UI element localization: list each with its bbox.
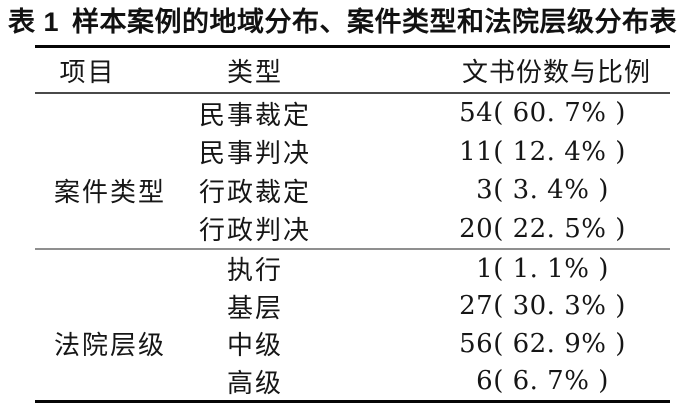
table-row: 执行 1( 1. 1% ) xyxy=(185,250,670,288)
group-case-type: 案件类型 民事裁定 54( 60. 7% ) 民事判决 11( 12. 4% )… xyxy=(35,94,670,250)
distribution-table: 项目 类型 文书份数与比例 案件类型 民事裁定 54( 60. 7% ) 民事判… xyxy=(35,45,670,403)
table-row: 行政判决 20( 22. 5% ) xyxy=(185,210,670,249)
row-value: 27( 30. 3% ) xyxy=(459,291,626,322)
header-count-ratio: 文书份数与比例 xyxy=(461,57,651,88)
table-row: 中级 56( 62. 9% ) xyxy=(185,325,670,363)
row-value: 54( 60. 7% ) xyxy=(459,98,626,129)
table-row: 民事裁定 54( 60. 7% ) xyxy=(185,94,670,133)
row-type: 民事判决 xyxy=(198,139,311,170)
table-row: 民事判决 11( 12. 4% ) xyxy=(185,133,670,172)
table-number: 表 1 xyxy=(8,7,60,37)
row-value: 6( 6. 7% ) xyxy=(476,366,609,397)
row-type: 行政判决 xyxy=(198,216,311,247)
row-value: 56( 62. 9% ) xyxy=(459,328,626,359)
row-value: 11( 12. 4% ) xyxy=(459,136,626,167)
row-type: 执行 xyxy=(226,256,283,287)
group-court-level-rows: 执行 1( 1. 1% ) 基层 27( 30. 3% ) 中级 56( 62.… xyxy=(185,250,670,400)
row-value: 1( 1. 1% ) xyxy=(476,253,609,284)
group-court-level: 法院层级 执行 1( 1. 1% ) 基层 27( 30. 3% ) 中级 56… xyxy=(35,250,670,400)
group-court-level-label: 法院层级 xyxy=(53,330,166,361)
group-case-type-label: 案件类型 xyxy=(53,177,166,208)
row-type: 基层 xyxy=(226,293,283,324)
table-caption: 表 1 样本案例的地域分布、案件类型和法院层级分布表 xyxy=(8,5,677,39)
row-type: 中级 xyxy=(226,331,283,362)
header-type: 类型 xyxy=(226,57,283,88)
table-row: 基层 27( 30. 3% ) xyxy=(185,288,670,326)
table-row: 高级 6( 6. 7% ) xyxy=(185,363,670,401)
table-row: 行政裁定 3( 3. 4% ) xyxy=(185,171,670,210)
row-value: 3( 3. 4% ) xyxy=(476,175,609,206)
row-value: 20( 22. 5% ) xyxy=(459,213,626,244)
table-header-row: 项目 类型 文书份数与比例 xyxy=(35,48,670,94)
row-type: 高级 xyxy=(226,368,283,399)
header-item: 项目 xyxy=(59,57,116,88)
group-case-type-rows: 民事裁定 54( 60. 7% ) 民事判决 11( 12. 4% ) 行政裁定… xyxy=(185,94,670,248)
table-caption-text: 样本案例的地域分布、案件类型和法院层级分布表 xyxy=(72,7,677,37)
row-type: 民事裁定 xyxy=(198,100,311,131)
row-type: 行政裁定 xyxy=(198,177,311,208)
